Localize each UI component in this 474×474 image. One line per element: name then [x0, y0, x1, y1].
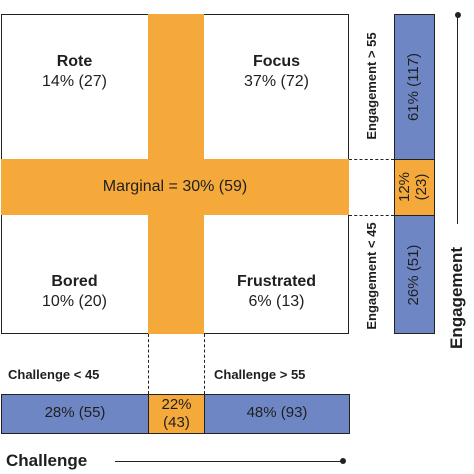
quadrant-frustrated: Frustrated 6% (13): [204, 272, 349, 312]
engagement-divider-bottom: [349, 215, 394, 216]
marginal-label: Marginal = 30% (59): [102, 178, 248, 195]
quadrant-bored: Bored 10% (20): [1, 272, 148, 312]
engagement-high-label: Engagement > 55: [364, 32, 379, 140]
quadrant-focus: Focus 37% (72): [204, 52, 349, 92]
challenge-axis-endpoint-icon: [340, 458, 346, 464]
quadrant-bored-value: 10% (20): [42, 293, 107, 310]
quadrant-rote: Rote 14% (27): [1, 52, 148, 92]
challenge-bar-high: [204, 394, 350, 434]
engagement-axis-title: Engagement: [447, 246, 466, 349]
engagement-bar-mid: [394, 159, 435, 216]
engagement-marginal-band: [1, 159, 349, 215]
challenge-axis-title: Challenge: [6, 451, 88, 470]
engagement-axis-line: [457, 16, 458, 224]
engagement-mid-value-1: 12%: [396, 171, 413, 203]
engagement-divider-top: [349, 159, 394, 160]
challenge-high-label: Challenge > 55: [214, 367, 306, 382]
quadrant-bored-name: Bored: [51, 273, 98, 290]
challenge-divider-left: [148, 334, 149, 394]
quadrant-focus-value: 37% (72): [244, 73, 309, 90]
quadrant-rote-value: 14% (27): [42, 73, 107, 90]
challenge-low-value: 28% (55): [44, 404, 106, 421]
engagement-axis-endpoint-icon: [455, 12, 461, 18]
engagement-low-label: Engagement < 45: [364, 222, 379, 330]
challenge-divider-right: [204, 334, 205, 394]
challenge-high-value: 48% (93): [246, 404, 308, 421]
engagement-low-value: 26% (51): [405, 244, 422, 306]
engagement-bar-low: [394, 215, 435, 334]
engagement-mid-value-2: (23): [413, 173, 430, 201]
challenge-mid-value-2: (43): [163, 414, 190, 431]
engagement-bar-high: [394, 14, 435, 160]
quadrant-frustrated-value: 6% (13): [248, 293, 305, 310]
challenge-axis-line: [115, 461, 342, 462]
engagement-high-value: 61% (117): [405, 52, 422, 122]
challenge-low-label: Challenge < 45: [8, 367, 100, 382]
quadrant-rote-name: Rote: [56, 53, 93, 70]
quadrant-frustrated-name: Frustrated: [236, 273, 317, 290]
challenge-mid-value-1: 22%: [161, 396, 192, 413]
quadrant-focus-name: Focus: [252, 53, 301, 70]
